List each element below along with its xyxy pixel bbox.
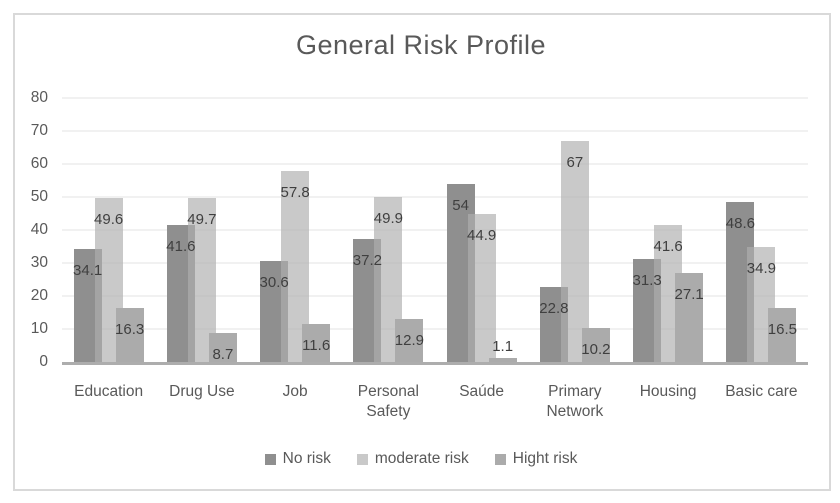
y-tick-label: 40: [30, 221, 48, 238]
data-label: 54: [452, 196, 469, 214]
data-label: 16.5: [767, 320, 797, 338]
legend-marker: [356, 453, 368, 465]
y-tick-label: 10: [30, 320, 48, 337]
y-tick-label: 20: [30, 287, 48, 304]
data-label: 34.9: [746, 259, 776, 277]
bar-moderate-risk-4: [467, 213, 496, 362]
category-label: Saúde: [459, 383, 505, 400]
category-label: Job: [282, 383, 308, 400]
bar-hight-risk-4: [488, 358, 517, 362]
data-label: 30.6: [259, 274, 289, 292]
data-label: 8.7: [212, 346, 234, 364]
data-label: 27.1: [674, 285, 704, 303]
data-label: 67: [566, 153, 584, 171]
legend-item: Hight risk: [494, 450, 578, 468]
data-label: 41.6: [166, 237, 196, 255]
category-label: Primary Network: [546, 383, 604, 420]
bar-hight-risk-2: [302, 323, 331, 362]
chart-title: General Risk Profile: [295, 30, 547, 60]
legend-marker: [264, 453, 276, 465]
legend-label: moderate risk: [374, 450, 469, 467]
data-label: 37.2: [352, 252, 382, 270]
gridline: [62, 196, 808, 198]
data-label: 44.9: [467, 226, 497, 244]
bar-hight-risk-6: [675, 272, 704, 362]
category-label: Housing: [639, 383, 697, 400]
category-label: Drug Use: [169, 383, 235, 400]
bar-moderate-risk-5: [560, 140, 589, 362]
legend: No risk moderate risk Hight risk: [13, 449, 829, 469]
gridline: [62, 328, 808, 330]
category-label: Education: [74, 383, 144, 400]
gridline: [62, 229, 808, 231]
data-label: 49.9: [373, 210, 403, 228]
x-axis-line: [62, 362, 808, 365]
bar-hight-risk-7: [768, 307, 797, 362]
data-label: 49.7: [187, 210, 217, 228]
y-tick-label: 80: [30, 89, 48, 106]
gridline: [62, 97, 808, 99]
data-label: 22.8: [539, 299, 569, 317]
data-label: 1.1: [492, 338, 514, 356]
data-label: 57.8: [280, 184, 310, 202]
gridline: [62, 295, 808, 297]
bar-hight-risk-0: [115, 308, 144, 362]
data-label: 11.6: [302, 336, 331, 354]
data-label: 48.6: [725, 214, 755, 232]
data-label: 41.6: [653, 237, 683, 255]
y-tick-label: 70: [30, 122, 48, 139]
bar-hight-risk-5: [581, 328, 610, 362]
gridline: [62, 262, 808, 264]
data-label: 16.3: [115, 321, 145, 339]
data-label: 12.9: [394, 332, 424, 350]
category-label: Basic care: [725, 383, 798, 400]
gridline: [62, 163, 808, 165]
y-tick-label: 60: [30, 155, 48, 172]
legend-label: Hight risk: [512, 450, 578, 467]
legend-item: No risk: [264, 450, 331, 468]
bar-hight-risk-1: [208, 333, 237, 362]
legend-label: No risk: [282, 450, 331, 467]
y-tick-label: 50: [30, 188, 48, 205]
y-tick-label: 0: [39, 353, 48, 370]
data-label: 31.3: [632, 271, 662, 289]
data-label: 34.1: [73, 262, 103, 280]
data-label: 10.2: [581, 341, 611, 359]
category-label: Personal Safety: [357, 383, 419, 420]
gridline: [62, 130, 808, 132]
chart-border: [13, 13, 831, 491]
bar-hight-risk-3: [395, 319, 424, 362]
legend-item: moderate risk: [356, 450, 469, 468]
y-tick-label: 30: [30, 254, 48, 271]
legend-marker: [494, 453, 506, 465]
data-label: 49.6: [94, 211, 124, 229]
